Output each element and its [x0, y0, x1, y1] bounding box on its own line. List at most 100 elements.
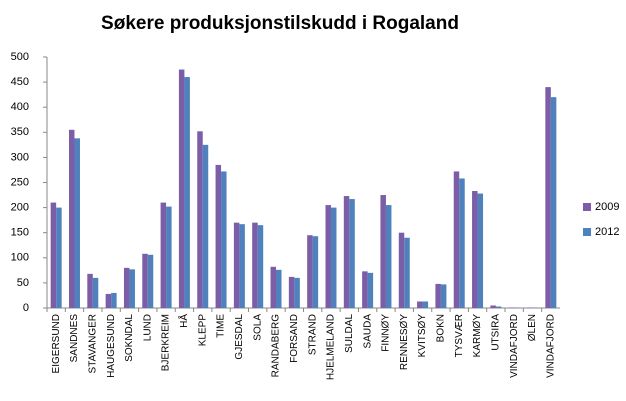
- y-tick-label: 0: [23, 302, 29, 314]
- bar: [307, 235, 313, 308]
- bar: [252, 222, 258, 308]
- x-tick-label: RENNESØY: [399, 314, 410, 370]
- bar: [325, 205, 331, 308]
- bar: [288, 276, 295, 308]
- bar: [472, 191, 478, 308]
- bar: [343, 196, 350, 308]
- bar: [550, 97, 557, 308]
- bar: [202, 144, 209, 308]
- bar: [440, 284, 447, 308]
- bar: [56, 207, 62, 308]
- bar: [147, 254, 154, 308]
- bar: [129, 269, 135, 308]
- bar: [160, 202, 167, 308]
- bar: [276, 269, 282, 308]
- bar: [312, 236, 319, 308]
- y-tick-label: 200: [11, 202, 29, 214]
- bar: [417, 301, 423, 308]
- bar: [527, 307, 533, 308]
- x-tick-label: BJERKREIM: [161, 314, 172, 371]
- bar: [50, 202, 57, 308]
- bar: [74, 138, 80, 308]
- y-tick-label: 500: [11, 51, 29, 63]
- x-tick-label: ØLEN: [527, 314, 538, 341]
- bar: [545, 87, 551, 309]
- bar: [111, 292, 117, 308]
- x-tick-label: SAUDA: [362, 314, 373, 349]
- bar: [92, 277, 99, 308]
- x-tick-label: BOKN: [436, 314, 447, 342]
- x-tick-label: KARMØY: [472, 314, 483, 358]
- bar: [215, 164, 222, 308]
- x-tick-label: TIME: [216, 314, 227, 338]
- bar: [105, 293, 112, 308]
- bar: [477, 193, 484, 308]
- x-tick-label: FINNØY: [381, 314, 392, 352]
- bar: [270, 266, 277, 308]
- bar: [367, 272, 374, 308]
- bar: [532, 307, 539, 308]
- bar: [233, 222, 240, 308]
- y-tick-label: 50: [17, 277, 29, 289]
- x-tick-label: SOKNDAL: [124, 314, 135, 362]
- bar: [385, 205, 392, 308]
- y-tick-label: 350: [11, 126, 29, 138]
- y-tick-label: 100: [11, 252, 29, 264]
- x-tick-label: HAUGESUND: [106, 314, 117, 378]
- x-tick-label: SULDAL: [344, 314, 355, 353]
- x-tick-label: VINDAFJORD: [509, 314, 520, 378]
- y-tick-label: 250: [11, 176, 29, 188]
- bar: [362, 271, 368, 308]
- x-tick-label: FORSAND: [289, 314, 300, 363]
- bar: [221, 171, 227, 308]
- y-tick-label: 150: [11, 227, 29, 239]
- legend-label: 2012: [595, 226, 619, 238]
- bar: [239, 224, 245, 308]
- bar: [435, 283, 441, 308]
- bar: [459, 178, 465, 308]
- bar: [495, 306, 502, 308]
- x-tick-label: EIGERSUND: [51, 314, 62, 373]
- bar: [257, 225, 264, 308]
- bar: [453, 171, 460, 308]
- legend-swatch: [583, 228, 591, 236]
- y-tick-label: 450: [11, 76, 29, 88]
- bar: [123, 267, 130, 308]
- y-tick-label: 300: [11, 151, 29, 163]
- bar: [68, 129, 75, 308]
- bar: [330, 207, 337, 308]
- legend-label: 2009: [595, 201, 619, 213]
- bar: [508, 307, 515, 308]
- y-tick-label: 400: [11, 101, 29, 113]
- x-tick-label: HÅ: [177, 314, 190, 328]
- bar: [398, 232, 405, 308]
- bar: [422, 301, 429, 308]
- bar: [184, 77, 190, 308]
- bar: [87, 273, 93, 308]
- x-tick-label: RANDABERG: [271, 314, 282, 378]
- bar: [294, 277, 300, 308]
- x-tick-label: KLEPP: [197, 314, 208, 347]
- x-tick-label: TYSVÆR: [454, 314, 465, 357]
- x-tick-label: SOLA: [252, 314, 263, 341]
- bar: [514, 307, 520, 308]
- x-tick-label: VINDAFJORD: [545, 314, 556, 378]
- x-tick-label: HJELMELAND: [326, 314, 337, 380]
- bar: [142, 253, 148, 308]
- bar: [380, 195, 386, 308]
- x-tick-label: GJESDAL: [234, 314, 245, 360]
- x-tick-label: KVITSØY: [417, 314, 428, 358]
- bar: [349, 199, 355, 308]
- x-tick-label: LUND: [142, 314, 153, 341]
- legend-swatch: [583, 203, 591, 211]
- x-tick-label: SANDNES: [69, 314, 80, 363]
- x-tick-label: STRAND: [307, 314, 318, 355]
- bar: [197, 131, 203, 308]
- bar: [166, 206, 172, 308]
- bar: [490, 305, 496, 308]
- bar: [404, 237, 410, 308]
- bar: [178, 69, 185, 308]
- chart-title: Søkere produksjonstilskudd i Rogaland: [101, 13, 459, 34]
- x-tick-label: UTSIRA: [491, 314, 502, 351]
